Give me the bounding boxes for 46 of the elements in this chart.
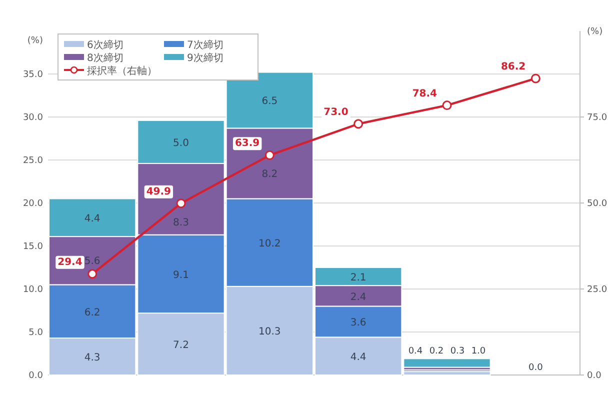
y-tick-label: 25.0 [22, 156, 44, 166]
data-label: 6.2 [84, 307, 100, 318]
legend-label: 8次締切 [87, 52, 124, 64]
y2-tick-label: 0.0 [587, 371, 602, 381]
y-tick-label: 0.0 [28, 371, 44, 381]
data-label: 2.1 [350, 272, 366, 284]
legend-label: 6次締切 [87, 39, 124, 51]
data-label: 78.4 [412, 88, 438, 100]
data-label: 49.9 [146, 186, 172, 198]
data-label: 4.3 [84, 352, 100, 364]
y2-tick-label: 75.0 [587, 113, 608, 123]
data-label: 29.4 [58, 256, 82, 268]
data-label: 5.0 [173, 138, 189, 149]
legend-label: 採択率（右軸） [87, 65, 157, 77]
data-label: 3.6 [350, 318, 366, 329]
data-label: 0.3 [450, 346, 465, 357]
data-label: 73.0 [324, 106, 348, 118]
data-label: 5.6 [84, 256, 100, 267]
y2-tick-label: 25.0 [587, 285, 608, 295]
y-axis-title: (%) [27, 36, 43, 46]
y-tick-label: 35.0 [22, 70, 44, 80]
y-tick-label: 20.0 [22, 199, 44, 209]
data-label: 2.4 [350, 292, 366, 303]
legend-label: 7次締切 [187, 39, 224, 51]
data-label: 10.2 [258, 238, 281, 250]
legend-label: 9次締切 [187, 52, 224, 64]
data-label: 8.3 [173, 217, 189, 228]
data-label: 4.4 [350, 352, 366, 364]
data-label: 1.0 [471, 346, 486, 357]
data-label: 0.2 [429, 346, 444, 357]
y-tick-label: 30.0 [22, 113, 44, 123]
data-label: 8.2 [262, 169, 278, 180]
y-tick-label: 5.0 [28, 328, 44, 338]
data-label: 10.3 [258, 326, 281, 338]
data-label: 6.5 [262, 96, 278, 108]
data-label: 4.4 [84, 214, 100, 225]
y-tick-label: 10.0 [22, 285, 44, 295]
data-label: 86.2 [500, 61, 526, 72]
y2-axis-title: (%) [587, 27, 603, 37]
y2-tick-label: 50.0 [587, 199, 608, 209]
data-label: 0.0 [528, 363, 544, 373]
data-label: 63.9 [234, 138, 260, 150]
data-label: 7.2 [173, 340, 189, 352]
y-tick-label: 15.0 [22, 242, 44, 252]
data-label: 0.4 [408, 346, 423, 357]
data-label: 9.1 [173, 270, 189, 281]
